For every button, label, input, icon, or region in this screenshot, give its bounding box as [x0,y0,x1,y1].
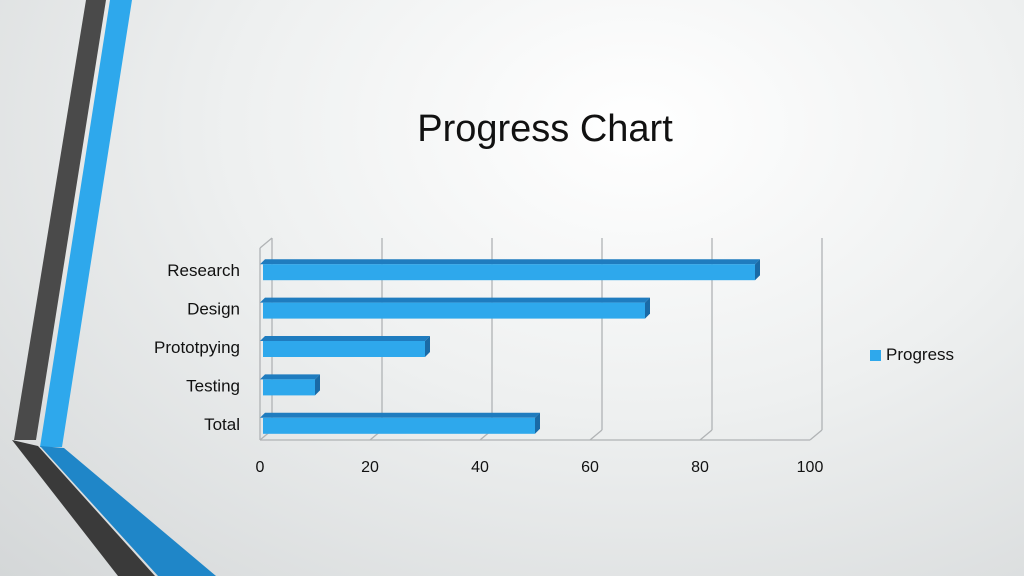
bar-side-face [755,259,760,281]
legend-label: Progress [886,345,955,364]
x-tick-label: 100 [797,459,824,476]
legend-swatch [870,349,881,361]
bar-top-face [260,259,760,265]
bar-side-face [315,374,320,396]
bar-top-face [260,297,650,303]
x-tick-label: 60 [581,459,599,476]
bar-side-face [425,336,430,357]
category-label: Prototpying [154,338,240,357]
chart-title: Progress Chart [417,108,673,150]
dark-corner-stripe [12,440,155,576]
category-label: Design [187,300,240,319]
chart-legend: Progress [870,345,954,365]
x-tick-label: 20 [361,459,379,476]
floor-gridline [589,429,603,441]
bar [263,379,315,396]
left-wall-top [259,237,273,249]
bar [263,417,535,434]
floor-gridline [809,429,823,441]
category-label: Testing [186,376,240,395]
x-tick-label: 0 [256,459,265,476]
blue-stripe [40,0,132,447]
bar-top-face [260,412,540,418]
blue-corner-stripe [40,446,216,576]
bar [263,341,425,357]
category-label: Total [204,415,240,434]
bar-top-face [260,336,430,341]
category-label: Research [167,261,240,280]
bar [263,302,645,319]
bar-side-face [535,412,540,434]
dark-stripe [14,0,106,440]
x-tick-label: 80 [691,459,709,476]
bar-top-face [260,374,320,380]
bar [263,264,755,281]
x-tick-label: 40 [471,459,489,476]
floor-gridline [699,429,713,441]
bar-side-face [645,297,650,319]
